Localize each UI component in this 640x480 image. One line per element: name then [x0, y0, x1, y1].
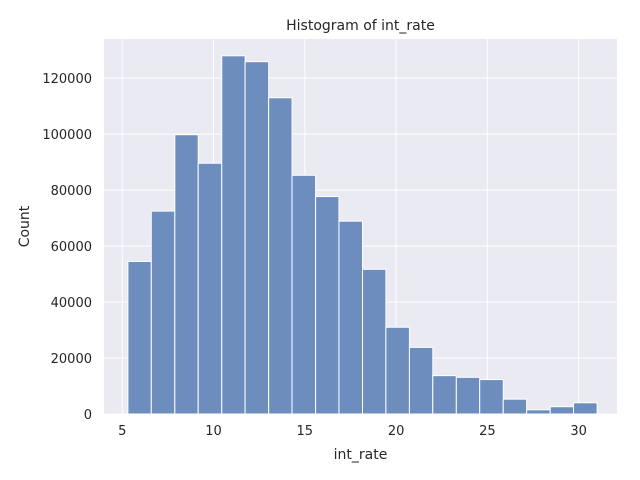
histogram-bar: [197, 162, 223, 415]
histogram-bar: [291, 174, 317, 415]
y-tick-label: 100000: [42, 128, 92, 143]
histogram-bar: [408, 346, 434, 415]
y-tick-label: 0: [84, 408, 92, 423]
y-axis-label: Count: [17, 205, 33, 247]
histogram-bar: [455, 376, 481, 415]
histogram-bar: [432, 375, 457, 415]
x-tick-label: 25: [479, 424, 496, 439]
histogram-bar: [362, 268, 387, 415]
y-tick-label: 40000: [51, 296, 92, 311]
histogram-bar: [268, 97, 293, 415]
histogram-bar: [479, 379, 504, 415]
x-tick-label: 20: [388, 424, 405, 439]
histogram-bar: [244, 61, 270, 415]
histogram-bar: [502, 398, 528, 415]
x-tick-label: 10: [205, 424, 222, 439]
tick-label-layer: 5 10 15 20 25 30 0 20000 40000 60000 80000 100000 12…: [42, 72, 587, 439]
histogram-bar: [221, 55, 246, 415]
y-tick-label: 120000: [42, 72, 92, 87]
histogram-bar: [526, 409, 551, 415]
x-tick-label: 5: [118, 424, 126, 439]
y-tick-label: 20000: [51, 352, 92, 367]
y-tick-label: 60000: [51, 240, 92, 255]
histogram-bar: [549, 406, 575, 415]
x-tick-label: 15: [297, 424, 314, 439]
histogram-bar: [315, 196, 340, 415]
x-tick-label: 30: [570, 424, 587, 439]
x-axis-label: int_rate: [334, 447, 388, 463]
histogram-bar: [573, 402, 598, 415]
y-tick-label: 80000: [51, 184, 92, 199]
histogram-bar: [174, 134, 199, 415]
histogram-bar: [150, 210, 176, 415]
histogram-bar: [338, 220, 364, 415]
histogram-bar: [127, 260, 152, 415]
histogram-bar: [385, 326, 410, 415]
chart-title: Histogram of int_rate: [286, 18, 435, 34]
bar-layer: [127, 55, 598, 415]
